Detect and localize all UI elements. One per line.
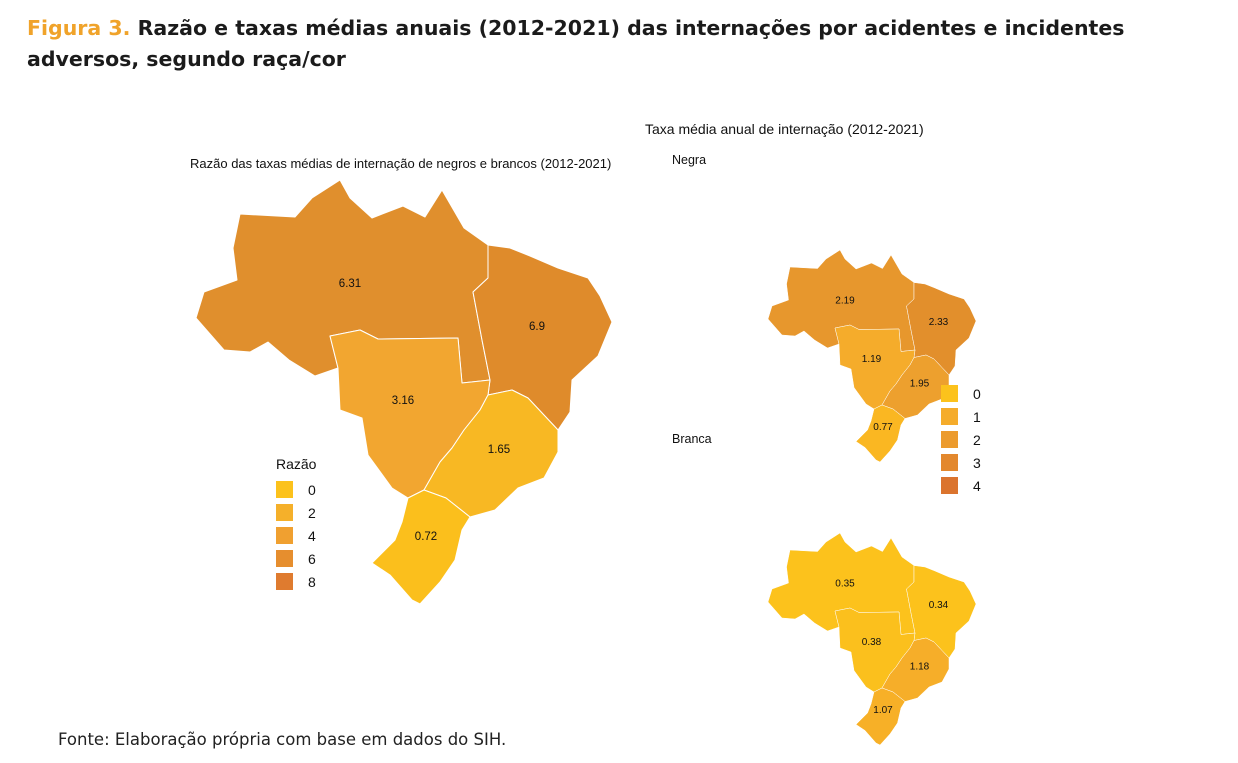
legend-swatch — [941, 431, 958, 448]
region-value-label-sul: 0.77 — [873, 422, 893, 433]
legend-item: 8 — [276, 570, 316, 593]
ratio-map — [195, 179, 613, 605]
region-value-label-norte: 6.31 — [339, 278, 361, 290]
legend-item: 0 — [276, 478, 316, 501]
region-value-label-norte: 2.19 — [835, 296, 855, 307]
rates-legend-items: 0 1 2 3 4 — [941, 382, 981, 497]
legend-label: 6 — [308, 550, 316, 567]
region-value-label-sul: 1.07 — [873, 705, 893, 716]
region-nordeste — [906, 565, 977, 659]
legend-label: 0 — [308, 481, 316, 498]
legend-swatch — [941, 408, 958, 425]
figure-title: Figura 3. Razão e taxas médias anuais (2… — [27, 13, 1217, 75]
region-value-label-centro-oeste: 0.38 — [862, 637, 882, 648]
region-value-label-nordeste: 2.33 — [929, 317, 949, 328]
legend-item: 1 — [941, 405, 981, 428]
region-value-label-nordeste: 0.34 — [929, 600, 949, 611]
region-value-label-sudeste: 1.95 — [910, 379, 930, 390]
legend-item: 2 — [941, 428, 981, 451]
figure-label: Figura 3. — [27, 16, 131, 40]
legend-swatch — [276, 481, 293, 498]
ratio-map-title: Razão das taxas médias de internação de … — [190, 156, 612, 171]
legend-item: 6 — [276, 547, 316, 570]
legend-swatch — [276, 573, 293, 590]
negra-map — [767, 249, 977, 463]
region-value-label-centro-oeste: 3.16 — [392, 395, 414, 407]
legend-label: 4 — [973, 477, 981, 494]
region-value-label-nordeste: 6.9 — [529, 321, 545, 333]
legend-label: 4 — [308, 527, 316, 544]
legend-swatch — [941, 385, 958, 402]
legend-swatch — [276, 550, 293, 567]
region-sudeste — [881, 637, 950, 702]
region-sul — [855, 687, 906, 746]
rates-legend: 0 1 2 3 4 — [941, 382, 981, 497]
legend-label: 0 — [973, 385, 981, 402]
region-sudeste — [881, 354, 950, 419]
figure-title-text: Razão e taxas médias anuais (2012-2021) … — [27, 16, 1125, 71]
legend-item: 0 — [941, 382, 981, 405]
region-nordeste — [472, 244, 613, 431]
negra-map-labels: 2.19 2.33 1.19 1.95 0.77 — [835, 296, 948, 434]
legend-swatch — [276, 504, 293, 521]
region-value-label-centro-oeste: 1.19 — [862, 354, 882, 365]
legend-item: 4 — [941, 474, 981, 497]
region-value-label-sul: 0.72 — [415, 531, 437, 543]
legend-label: 2 — [973, 431, 981, 448]
region-value-label-sudeste: 1.18 — [910, 662, 930, 673]
legend-swatch — [941, 454, 958, 471]
region-value-label-sudeste: 1.65 — [488, 444, 510, 456]
legend-swatch — [941, 477, 958, 494]
legend-label: 1 — [973, 408, 981, 425]
region-sul — [371, 489, 471, 605]
legend-label: 3 — [973, 454, 981, 471]
negra-subtitle: Negra — [672, 153, 707, 167]
legend-label: 2 — [308, 504, 316, 521]
region-sul — [855, 404, 906, 463]
ratio-map-labels: 6.31 6.9 3.16 1.65 0.72 — [339, 278, 545, 543]
branca-map — [767, 532, 977, 746]
legend-item: 4 — [276, 524, 316, 547]
ratio-legend-title: Razão — [276, 456, 317, 472]
figure-source: Fonte: Elaboração própria com base em da… — [58, 730, 507, 749]
legend-item: 3 — [941, 451, 981, 474]
rates-map-title: Taxa média anual de internação (2012-202… — [645, 121, 924, 137]
legend-item: 2 — [276, 501, 316, 524]
ratio-legend: Razão 0 2 4 6 8 — [276, 456, 316, 593]
region-value-label-norte: 0.35 — [835, 579, 855, 590]
legend-swatch — [276, 527, 293, 544]
region-sudeste — [423, 389, 559, 518]
branca-subtitle: Branca — [672, 432, 712, 446]
region-nordeste — [906, 282, 977, 376]
branca-map-labels: 0.35 0.34 0.38 1.18 1.07 — [835, 579, 948, 717]
ratio-legend-items: 0 2 4 6 8 — [276, 478, 316, 593]
legend-label: 8 — [308, 573, 316, 590]
